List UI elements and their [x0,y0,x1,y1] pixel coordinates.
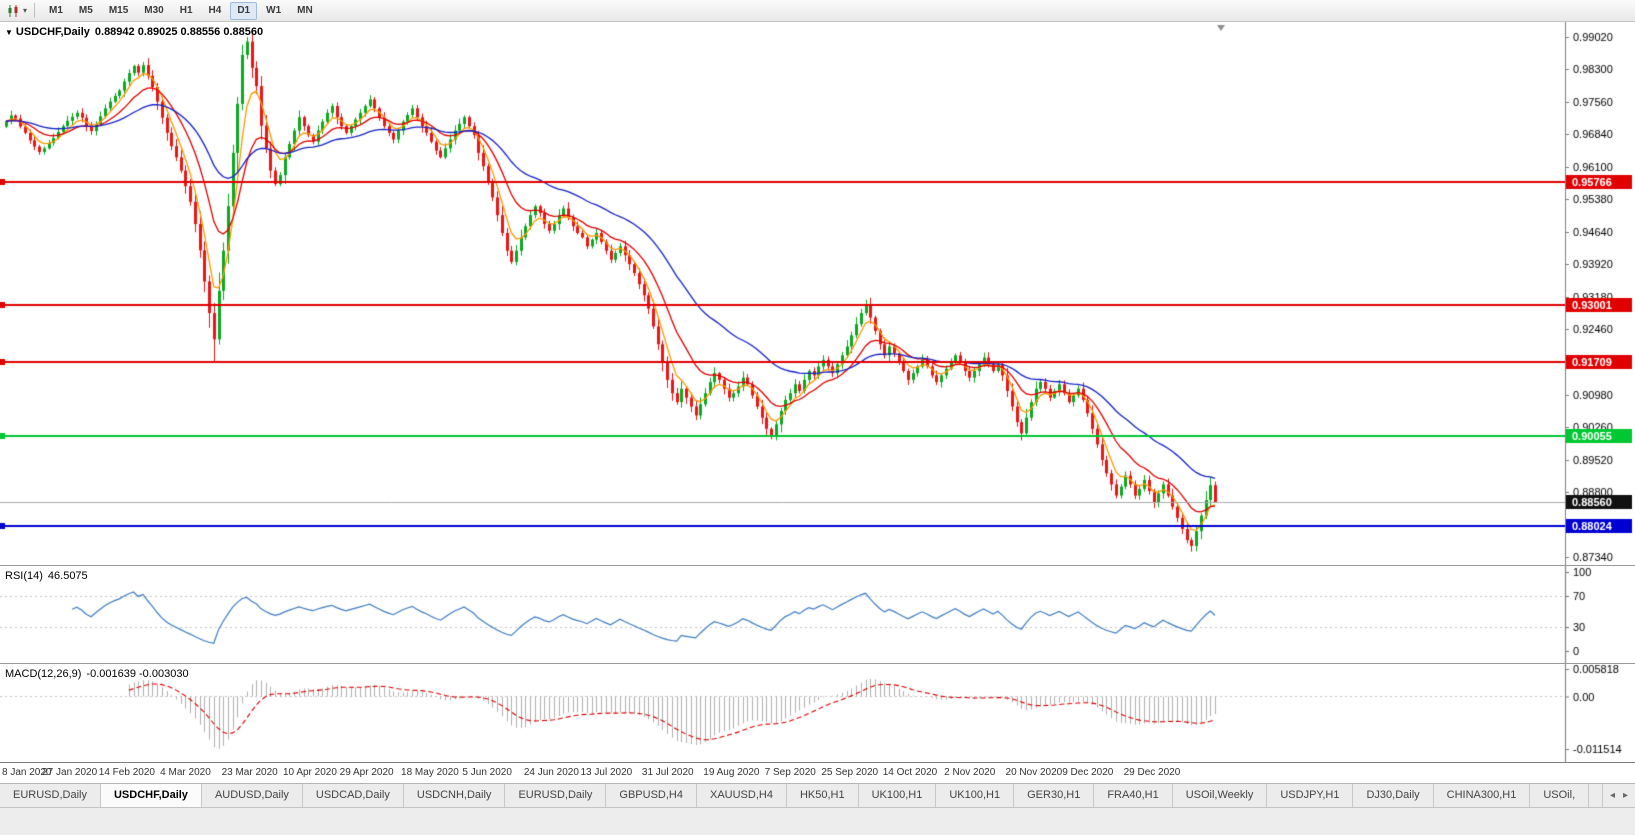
date-label: 13 Jul 2020 [580,767,633,778]
candlestick-chart-icon[interactable] [4,3,22,19]
date-label: 31 Jul 2020 [641,767,694,778]
chart-tab-0-eurusd-daily[interactable]: EURUSD,Daily [0,784,101,807]
rsi-panel-canvas[interactable] [0,566,1635,663]
chart-tab-5-eurusd-daily[interactable]: EURUSD,Daily [505,784,607,807]
timeframe-button-m30[interactable]: M30 [137,2,170,20]
chart-tab-9-uk100-h1[interactable]: UK100,H1 [859,784,937,807]
chart-tab-14-usdjpy-h1[interactable]: USDJPY,H1 [1267,784,1354,807]
date-label: 24 Jun 2020 [523,767,579,778]
date-label: 23 Mar 2020 [221,767,278,778]
timeframe-button-m1[interactable]: M1 [42,2,70,20]
timeframe-button-d1[interactable]: D1 [230,1,258,20]
chart-tab-11-ger30-h1[interactable]: GER30,H1 [1014,784,1095,807]
timeframe-button-m15[interactable]: M15 [102,2,135,20]
chart-tab-15-dj30-daily[interactable]: DJ30,Daily [1353,784,1434,807]
chart-type-caret-icon[interactable]: ▾ [23,6,28,15]
chart-tab-6-gbpusd-h4[interactable]: GBPUSD,H4 [606,784,697,807]
panel-separator[interactable] [0,565,1635,566]
date-label: 19 Aug 2020 [703,767,760,778]
date-label: 18 May 2020 [401,767,459,778]
timeframe-toolbar: ▾ M1 M5 M15 M30 H1 H4 D1 W1 MN [0,0,1635,22]
tab-scroll-left-button[interactable]: ◂ [1609,790,1615,801]
toolbar-separator [34,3,36,18]
chart-tab-8-hk50-h1[interactable]: HK50,H1 [787,784,859,807]
timeframe-button-h4[interactable]: H4 [202,2,229,20]
date-label: 2 Nov 2020 [944,767,996,778]
tab-scroll-controls: ◂ ▸ [1601,784,1635,807]
chart-tab-bar: EURUSD,Daily USDCHF,Daily AUDUSD,Daily USDC… [0,783,1635,807]
timeframe-button-mn[interactable]: MN [290,2,320,20]
date-label: 4 Mar 2020 [160,767,211,778]
main-price-chart-canvas[interactable] [0,22,1635,565]
date-label: 20 Nov 2020 [1005,767,1063,778]
chart-tab-1-usdchf-daily[interactable]: USDCHF,Daily [100,784,202,807]
date-label: 29 Dec 2020 [1123,767,1181,778]
chart-region: 8 Jan 2020 27 Jan 2020 14 Feb 2020 4 Mar 20… [0,22,1635,783]
chart-tab-4-usdcnh-daily[interactable]: USDCNH,Daily [404,784,506,807]
date-label: 14 Feb 2020 [98,767,155,778]
panel-separator[interactable] [0,663,1635,664]
date-label: 5 Jun 2020 [462,767,512,778]
date-label: 10 Apr 2020 [282,767,337,778]
status-bar [0,807,1635,835]
macd-panel-canvas[interactable] [0,664,1635,762]
timeframe-button-m5[interactable]: M5 [72,2,100,20]
date-label: 8 Jan 2020 [2,767,52,778]
chart-tab-3-usdcad-daily[interactable]: USDCAD,Daily [303,784,404,807]
chart-tab-7-xauusd-h4[interactable]: XAUUSD,H4 [697,784,787,807]
chart-tab-17-usoil-[interactable]: USOil, [1530,784,1590,807]
chart-tab-13-usoil-weekly[interactable]: USOil,Weekly [1173,784,1268,807]
time-axis[interactable]: 8 Jan 2020 27 Jan 2020 14 Feb 2020 4 Mar 20… [0,762,1635,783]
timeframe-button-group: M1 M5 M15 M30 H1 H4 D1 W1 MN [41,1,321,20]
timeframe-button-h1[interactable]: H1 [173,2,200,20]
date-label: 27 Jan 2020 [42,767,98,778]
date-label: 7 Sep 2020 [764,767,816,778]
chart-tab-12-fra40-h1[interactable]: FRA40,H1 [1094,784,1173,807]
date-label: 29 Apr 2020 [339,767,394,778]
chart-tab-2-audusd-daily[interactable]: AUDUSD,Daily [202,784,303,807]
chart-tab-10-uk100-h1[interactable]: UK100,H1 [936,784,1015,807]
timeframe-button-w1[interactable]: W1 [259,2,288,20]
chart-tabs: EURUSD,Daily USDCHF,Daily AUDUSD,Daily USDC… [0,784,1602,807]
date-label: 25 Sep 2020 [821,767,879,778]
date-label: 9 Dec 2020 [1062,767,1114,778]
collapse-triangle-icon[interactable]: ▼ [5,28,13,37]
date-label: 14 Oct 2020 [882,767,938,778]
tab-scroll-right-button[interactable]: ▸ [1622,790,1628,801]
chart-tab-16-china300-h1[interactable]: CHINA300,H1 [1434,784,1531,807]
